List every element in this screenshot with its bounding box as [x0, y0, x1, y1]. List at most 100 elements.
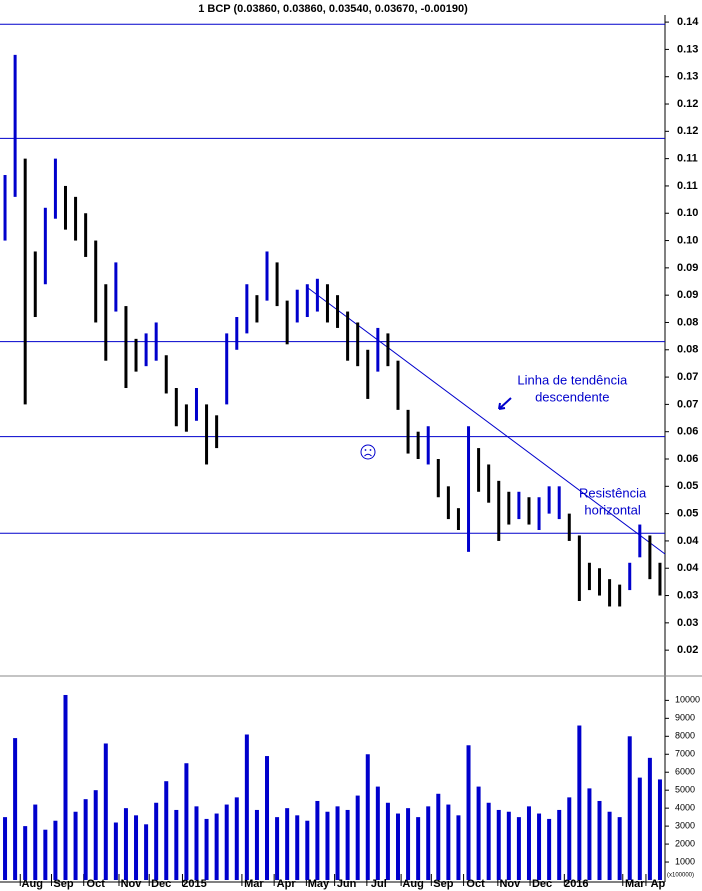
volume-bar [315, 800, 320, 880]
volume-bar [537, 813, 542, 880]
volume-bar [244, 734, 249, 880]
volume-bar [567, 797, 572, 880]
y-tick-label: 0.10 [677, 207, 698, 219]
price-bar [194, 388, 198, 421]
x-tick-label: Ap [651, 878, 666, 890]
volume-bar [456, 815, 461, 880]
volume-bar [637, 777, 642, 880]
price-bar [315, 278, 319, 312]
volume-bar [103, 743, 108, 880]
price-bar [225, 333, 229, 405]
price-bar [587, 562, 591, 591]
volume-tick-label: 9000 [675, 713, 695, 723]
volume-tick-label: 3000 [675, 820, 695, 830]
volume-tick-label: 6000 [675, 767, 695, 777]
y-tick-label: 0.08 [677, 344, 698, 356]
volume-bar [627, 736, 632, 880]
price-bar [386, 333, 390, 367]
y-tick-label: 0.02 [677, 644, 698, 656]
volume-tick-label: 10000 [675, 695, 700, 705]
x-tick-label: May [308, 878, 330, 890]
volume-bar [325, 811, 330, 880]
price-bar [557, 486, 561, 520]
volume-tick-label: 5000 [675, 785, 695, 795]
x-tick-label: Apr [277, 878, 297, 890]
y-tick-label: 0.11 [677, 180, 698, 192]
price-bar [134, 338, 138, 372]
y-tick-label: 0.12 [677, 125, 698, 137]
volume-bar [436, 793, 441, 880]
x-tick-label: 2015 [182, 878, 206, 890]
volume-unit-label: (x100000) [667, 873, 694, 879]
volume-tick-label: 7000 [675, 749, 695, 759]
price-bar [346, 311, 350, 361]
volume-bar [647, 757, 652, 880]
price-bar [154, 322, 158, 361]
volume-bar [557, 809, 562, 880]
price-bar [174, 388, 178, 427]
price-bar [305, 284, 309, 318]
price-bar [658, 562, 662, 596]
price-bar [275, 262, 279, 307]
price-bar [285, 300, 289, 345]
volume-bar [123, 808, 128, 880]
annotation: descendente [535, 389, 609, 404]
y-tick-label: 0.04 [677, 535, 699, 547]
price-bar [487, 464, 491, 503]
volume-bar [23, 826, 28, 880]
price-bar [144, 333, 148, 367]
volume-bar [587, 788, 592, 880]
volume-bar [526, 806, 531, 880]
price-bar [114, 262, 118, 312]
y-tick-label: 0.03 [677, 589, 698, 601]
volume-bar [3, 817, 8, 880]
volume-bar [516, 817, 521, 880]
price-bar [33, 251, 37, 318]
x-tick-label: Sep [53, 878, 73, 890]
volume-bar [416, 817, 421, 880]
volume-bar [355, 795, 360, 880]
x-tick-label: Jul [371, 878, 387, 890]
price-bar [537, 497, 541, 531]
price-bar [396, 360, 400, 410]
volume-bar [83, 799, 88, 880]
price-bar [598, 568, 602, 596]
price-bar [245, 284, 249, 334]
x-tick-label: Oct [87, 878, 106, 890]
y-tick-label: 0.05 [677, 480, 698, 492]
volume-bar [506, 811, 511, 880]
volume-bar [13, 738, 18, 880]
volume-bar [73, 811, 78, 880]
volume-tick-label: 1000 [675, 856, 695, 866]
price-bar [628, 562, 632, 591]
y-tick-label: 0.04 [677, 562, 699, 574]
y-tick-label: 0.07 [677, 398, 698, 410]
volume-bar [285, 808, 290, 880]
price-bar [547, 486, 551, 514]
price-bar [426, 426, 430, 465]
x-tick-label: Aug [22, 878, 43, 890]
price-bar [325, 284, 329, 323]
volume-bar [234, 797, 239, 880]
annotation: horizontal [584, 502, 640, 517]
x-tick-label: Mar [625, 878, 645, 890]
price-bar [406, 409, 410, 454]
volume-bar [254, 809, 259, 880]
volume-bar [43, 829, 48, 880]
volume-bar [657, 779, 662, 880]
volume-bar [617, 817, 622, 880]
price-bar [618, 584, 622, 607]
trend-line [307, 287, 666, 555]
volume-tick-label: 2000 [675, 838, 695, 848]
x-tick-label: 2016 [564, 878, 588, 890]
price-bar [43, 207, 47, 285]
x-tick-label: Aug [402, 878, 423, 890]
price-bar [376, 327, 380, 372]
price-bar [436, 459, 440, 498]
volume-bar [194, 806, 199, 880]
volume-bar [446, 804, 451, 880]
price-bar [74, 196, 78, 241]
y-tick-label: 0.10 [677, 234, 698, 246]
price-bar [164, 355, 168, 394]
volume-bar [345, 809, 350, 880]
